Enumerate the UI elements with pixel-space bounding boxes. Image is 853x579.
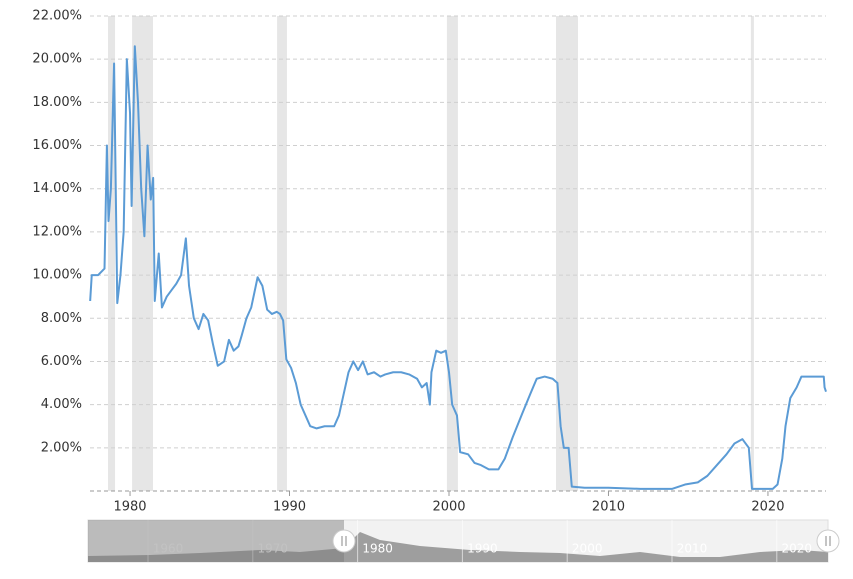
navigator-mask xyxy=(88,520,344,562)
navigator-handle-right[interactable] xyxy=(816,529,840,553)
shaded-range xyxy=(132,16,153,491)
data-line xyxy=(89,45,827,490)
navigator-handle-left[interactable] xyxy=(332,529,356,553)
navigator[interactable]: 1960 1970 1980 1990 2000 2010 2020 xyxy=(87,519,840,563)
y-tick-label: 22.00% xyxy=(32,9,82,24)
navigator-label: 1960 xyxy=(153,542,184,556)
navigator-label: 2020 xyxy=(782,542,813,556)
y-tick-label: 20.00% xyxy=(32,52,82,67)
navigator-series xyxy=(88,532,828,562)
y-tick-label: 14.00% xyxy=(32,181,82,196)
x-tick-label: 2020 xyxy=(751,500,784,515)
shaded-range xyxy=(446,16,458,491)
y-tick-label: 4.00% xyxy=(41,397,82,412)
x-tick-label: 2010 xyxy=(592,500,625,515)
x-tick-label: 2000 xyxy=(432,500,465,515)
y-tick-label: 10.00% xyxy=(32,268,82,283)
y-tick-label: 18.00% xyxy=(32,95,82,110)
y-tick-label: 12.00% xyxy=(32,224,82,239)
y-tick-label: 2.00% xyxy=(41,440,82,455)
shaded-range xyxy=(750,16,754,491)
x-tick-label: 1990 xyxy=(273,500,306,515)
navigator-label: 1970 xyxy=(258,542,289,556)
shaded-range xyxy=(556,16,579,491)
navigator-label: 2000 xyxy=(572,542,603,556)
navigator-label: 2010 xyxy=(677,542,708,556)
y-tick-label: 6.00% xyxy=(41,354,82,369)
y-tick-label: 8.00% xyxy=(41,311,82,326)
shaded-range xyxy=(277,16,287,491)
y-tick-label: 16.00% xyxy=(32,138,82,153)
shaded-range xyxy=(108,16,116,491)
x-tick-label: 1980 xyxy=(113,500,146,515)
navigator-label: 1980 xyxy=(362,542,393,556)
navigator-label: 1990 xyxy=(467,542,498,556)
